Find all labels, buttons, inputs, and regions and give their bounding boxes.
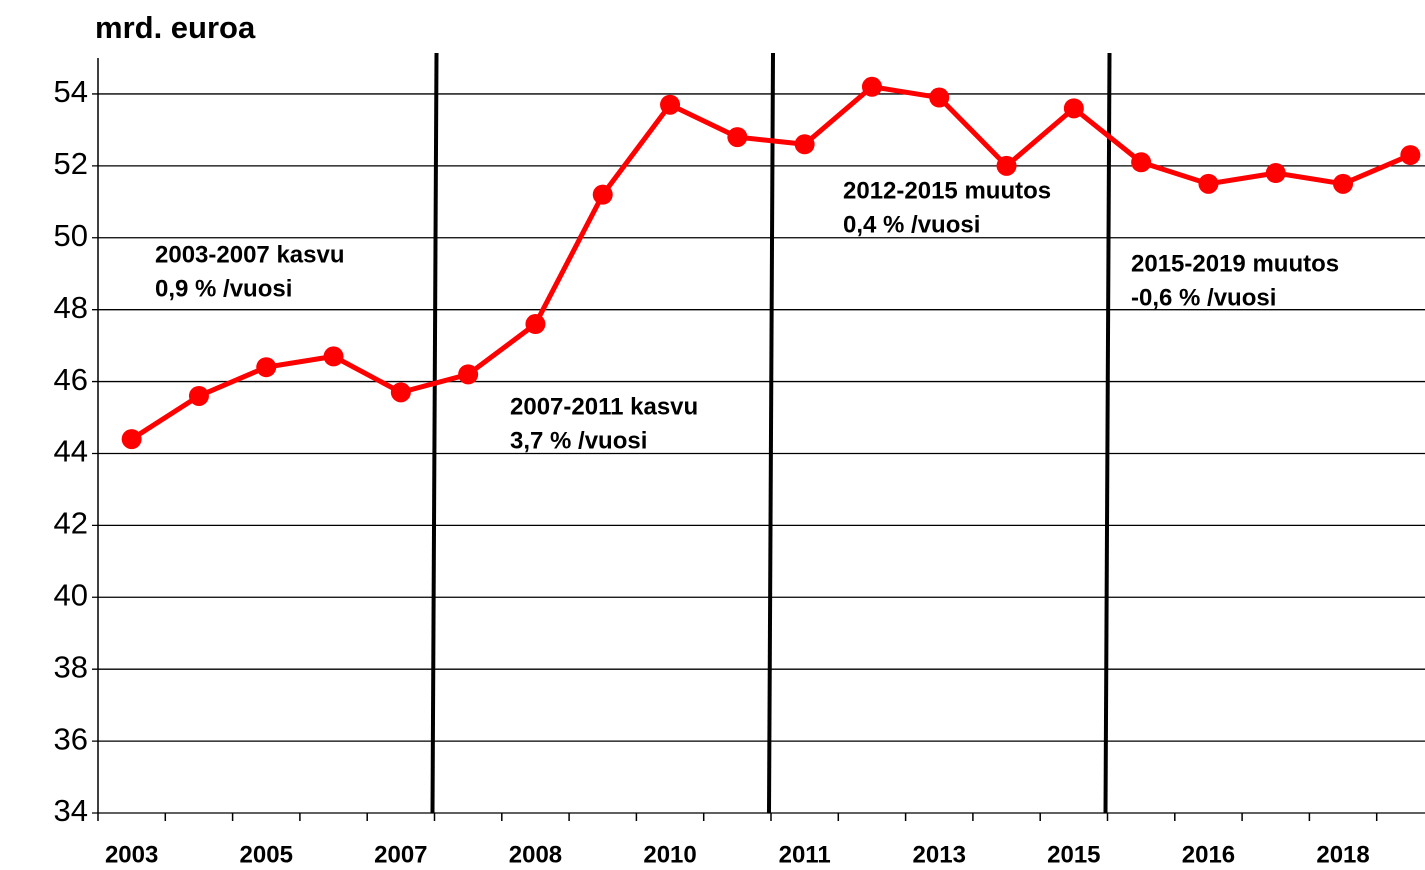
y-tick-label: 40 — [54, 577, 88, 612]
annotation: 2015-2019 muutos — [1131, 250, 1339, 277]
x-tick-label: 2018 — [1316, 841, 1369, 868]
point — [458, 364, 479, 385]
point — [794, 134, 815, 155]
annotation: 2003-2007 kasvu — [155, 241, 345, 268]
point — [188, 385, 209, 406]
point — [1198, 173, 1219, 194]
point — [1400, 145, 1421, 166]
period-divider — [767, 52, 775, 814]
annotation: 2007-2011 kasvu — [510, 393, 698, 420]
annotation: 0,9 % /vuosi — [155, 275, 292, 302]
y-tick-label: 38 — [54, 649, 88, 684]
y-tick-label: 50 — [54, 218, 88, 253]
y-tick-label: 54 — [54, 74, 88, 109]
point — [996, 155, 1017, 176]
point — [256, 357, 277, 378]
y-tick-label: 34 — [54, 793, 88, 828]
point — [1265, 163, 1286, 184]
annotation: 0,4 % /vuosi — [843, 211, 980, 238]
period-divider — [430, 52, 439, 814]
y-tick-label: 42 — [54, 506, 88, 541]
y-tick-label: 36 — [54, 721, 88, 756]
x-tick-label: 2016 — [1182, 841, 1235, 868]
chart-title: mrd. euroa — [95, 10, 256, 45]
point — [121, 429, 142, 450]
point — [727, 127, 748, 148]
y-tick-label: 48 — [54, 290, 88, 325]
x-tick-label: 2010 — [643, 841, 696, 868]
x-tick-label: 2003 — [105, 841, 158, 868]
point — [660, 94, 681, 115]
y-tick-label: 44 — [54, 434, 88, 469]
x-tick-label: 2015 — [1047, 841, 1100, 868]
point — [1063, 98, 1084, 119]
x-tick-label: 2011 — [779, 841, 831, 868]
point — [1333, 173, 1354, 194]
x-tick-label: 2005 — [240, 841, 293, 868]
point — [592, 184, 613, 205]
point — [323, 346, 344, 367]
point — [390, 382, 411, 403]
point — [861, 76, 882, 97]
annotation: -0,6 % /vuosi — [1131, 284, 1276, 311]
point — [1131, 152, 1152, 173]
x-tick-label: 2013 — [913, 841, 966, 868]
y-tick-label: 46 — [54, 362, 88, 397]
period-divider — [1103, 52, 1112, 814]
line — [130, 84, 1412, 442]
point — [929, 87, 950, 108]
x-tick-label: 2007 — [374, 841, 427, 868]
point — [525, 314, 546, 335]
annotation: 3,7 % /vuosi — [510, 427, 647, 454]
y-tick-label: 52 — [54, 146, 88, 181]
annotation: 2012-2015 muutos — [843, 177, 1051, 204]
x-tick-label: 2008 — [509, 841, 562, 868]
